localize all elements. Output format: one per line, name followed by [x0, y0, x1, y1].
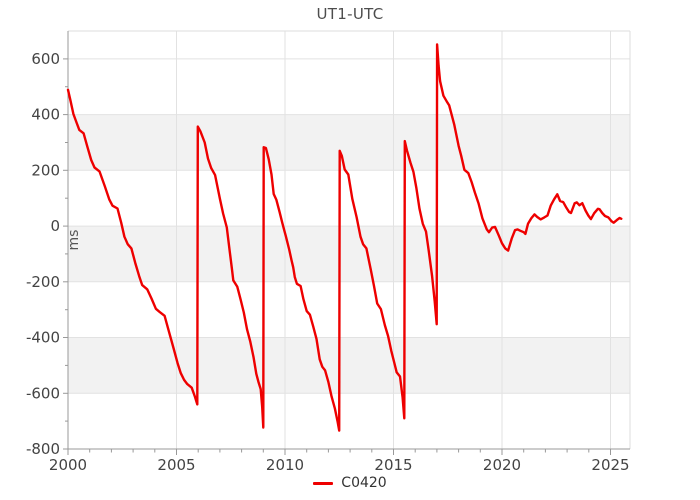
- legend-label: C0420: [341, 475, 387, 491]
- y-tick-label: -400: [26, 329, 60, 347]
- series-line-c0420: [66, 43, 623, 432]
- x-tick-label: 2010: [266, 456, 304, 474]
- x-tick-label: 2015: [374, 456, 412, 474]
- band-gray: [68, 114, 630, 171]
- chart-title: UT1-UTC: [316, 5, 384, 23]
- y-tick-label: 600: [31, 50, 60, 68]
- band-gray: [68, 226, 630, 282]
- y-tick-label: -800: [26, 440, 60, 458]
- x-tick-label: 2025: [591, 456, 629, 474]
- x-tick-label: 2020: [483, 456, 521, 474]
- y-tick-label: 0: [50, 217, 60, 235]
- y-tick-label: -200: [26, 273, 60, 291]
- legend-item-c0420[interactable]: C0420: [0, 471, 700, 495]
- band-gray: [68, 337, 630, 394]
- y-tick-label: 400: [31, 106, 60, 124]
- legend-line-swatch: [313, 481, 334, 485]
- y-axis-unit-label: ms: [66, 230, 82, 251]
- y-tick-label: 200: [31, 161, 60, 179]
- y-tick-label: -600: [26, 384, 60, 402]
- x-tick-label: 2005: [157, 456, 195, 474]
- x-tick-label: 2000: [49, 456, 87, 474]
